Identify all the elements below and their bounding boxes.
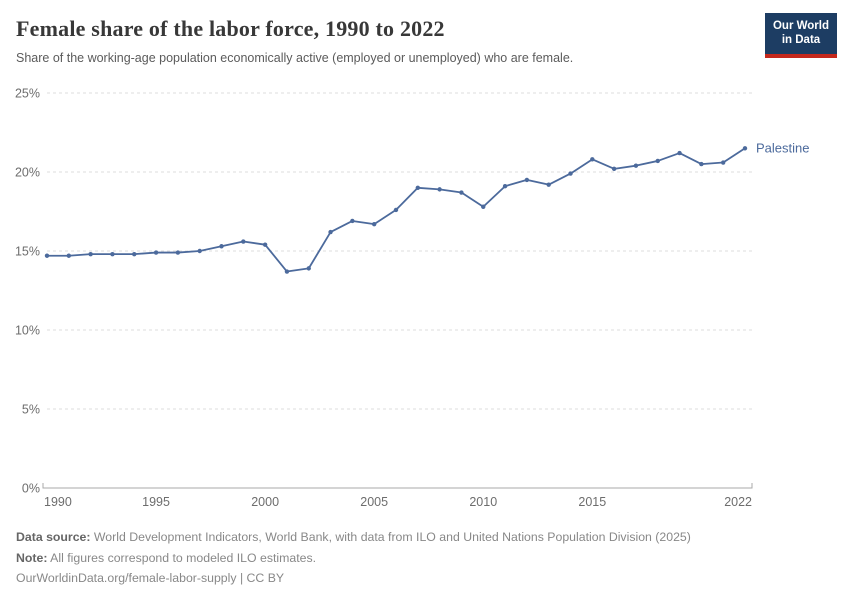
chart-header: Female share of the labor force, 1990 to… bbox=[16, 16, 740, 65]
footer-link: OurWorldinData.org/female-labor-supply |… bbox=[16, 571, 285, 586]
footer-datasource-text: World Development Indicators, World Bank… bbox=[90, 530, 691, 544]
x-tick-label-1990: 1990 bbox=[44, 495, 72, 509]
data-point-1992[interactable] bbox=[88, 251, 93, 257]
chart-title: Female share of the labor force, 1990 to… bbox=[16, 16, 445, 41]
x-tick-label-2015: 2015 bbox=[578, 495, 606, 509]
data-point-2004[interactable] bbox=[350, 218, 355, 224]
data-point-1991[interactable] bbox=[66, 253, 72, 258]
data-point-2015[interactable] bbox=[590, 157, 595, 162]
footer-datasource-label: Data source: bbox=[16, 530, 91, 544]
x-tick-label-2010: 2010 bbox=[469, 495, 497, 509]
y-tick-label-5: 5% bbox=[22, 403, 40, 417]
data-point-2020[interactable] bbox=[699, 161, 704, 167]
y-tick-label-20: 20% bbox=[15, 166, 40, 180]
data-point-1999[interactable] bbox=[241, 239, 246, 244]
data-point-1996[interactable] bbox=[175, 250, 181, 255]
data-point-2012[interactable] bbox=[524, 177, 530, 183]
data-point-2006[interactable] bbox=[393, 207, 399, 213]
owid-logo-line1: Our World bbox=[772, 20, 829, 32]
data-point-2016[interactable] bbox=[611, 166, 617, 172]
y-tick-label-25: 25% bbox=[15, 87, 40, 101]
footer-note-label: Note: bbox=[16, 550, 48, 565]
data-point-2003[interactable] bbox=[328, 229, 333, 235]
data-point-2022[interactable] bbox=[742, 146, 748, 151]
data-point-2019[interactable] bbox=[677, 150, 682, 156]
y-tick-label-15: 15% bbox=[15, 245, 40, 259]
data-point-2002[interactable] bbox=[306, 266, 311, 271]
x-tick-label-2022: 2022 bbox=[724, 495, 752, 509]
footer-note-text: All figures correspond to modeled ILO es… bbox=[47, 550, 317, 565]
x-tick-label-2000: 2000 bbox=[251, 495, 279, 509]
series-label-palestine[interactable]: Palestine bbox=[756, 140, 809, 155]
owid-logo[interactable]: Our World in Data bbox=[765, 13, 837, 58]
data-point-1998[interactable] bbox=[219, 244, 224, 249]
y-tick-label-0: 0% bbox=[22, 482, 40, 496]
data-point-2017[interactable] bbox=[633, 163, 639, 168]
x-axis-line bbox=[42, 483, 753, 489]
data-point-1995[interactable] bbox=[153, 250, 159, 255]
footer-datasource: Data source: World Development Indicator… bbox=[16, 527, 834, 548]
chart-subtitle: Share of the working-age population econ… bbox=[16, 51, 574, 66]
data-point-1990[interactable] bbox=[44, 253, 50, 258]
data-point-1997[interactable] bbox=[197, 248, 202, 254]
data-point-2018[interactable] bbox=[655, 158, 660, 164]
line-chart-canvas: 0% 5% 10% 15% 20% 25% 1990 1995 2000 2005 2010 2015… bbox=[15, 87, 810, 510]
footer-note: Note: All figures correspond to modeled … bbox=[16, 548, 834, 569]
data-point-2014[interactable] bbox=[568, 171, 573, 176]
y-tick-label-10: 10% bbox=[15, 324, 40, 338]
x-tick-label-1995: 1995 bbox=[142, 495, 170, 509]
data-point-2007[interactable] bbox=[415, 185, 421, 190]
data-point-2009[interactable] bbox=[459, 190, 464, 195]
data-point-2010[interactable] bbox=[481, 204, 486, 209]
data-point-2005[interactable] bbox=[371, 221, 377, 227]
data-point-2000[interactable] bbox=[262, 242, 268, 247]
data-point-2021[interactable] bbox=[720, 160, 726, 165]
data-point-2008[interactable] bbox=[437, 187, 442, 192]
chart-footer: Data source: World Development Indicator… bbox=[16, 527, 834, 589]
data-point-1993[interactable] bbox=[110, 251, 115, 257]
owid-logo-line2: in Data bbox=[781, 33, 821, 46]
data-point-2013[interactable] bbox=[546, 182, 551, 187]
data-point-1994[interactable] bbox=[132, 251, 137, 257]
data-point-2011[interactable] bbox=[502, 184, 508, 189]
data-point-2001[interactable] bbox=[284, 269, 290, 274]
x-tick-label-2005: 2005 bbox=[360, 495, 388, 509]
